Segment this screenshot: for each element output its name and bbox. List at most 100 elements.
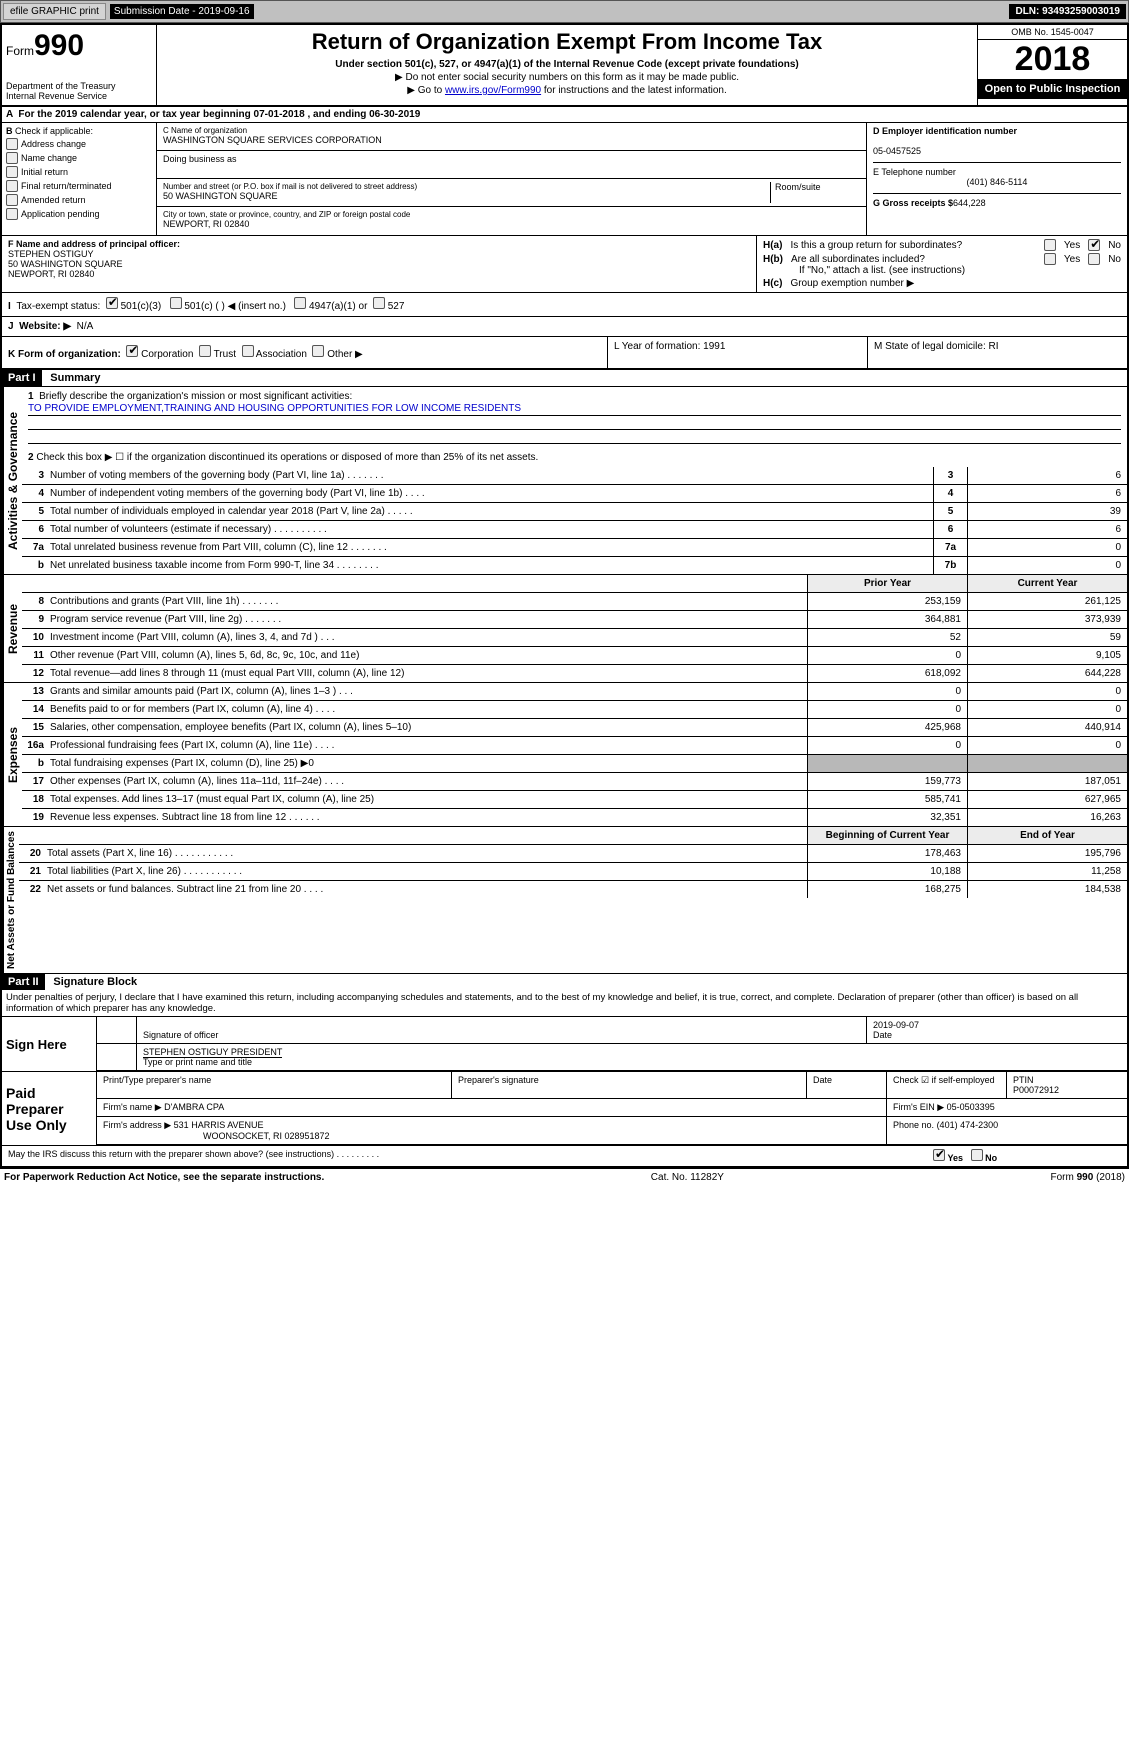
irs-link[interactable]: www.irs.gov/Form990 — [445, 85, 541, 96]
date-label: Date — [873, 1030, 892, 1040]
state-domicile: M State of legal domicile: RI — [867, 337, 1127, 368]
efile-label[interactable]: efile GRAPHIC print — [3, 3, 106, 20]
gov-line: 3Number of voting members of the governi… — [22, 467, 1127, 485]
cb-amended[interactable]: Amended return — [6, 194, 152, 206]
527-checkbox[interactable] — [373, 297, 385, 309]
cb-name-change[interactable]: Name change — [6, 152, 152, 164]
section-d: D Employer identification number 05-0457… — [867, 123, 1127, 235]
gov-line: 4Number of independent voting members of… — [22, 485, 1127, 503]
hb-note: If "No," attach a list. (see instruction… — [763, 265, 1121, 276]
cb-label: Final return/terminated — [21, 181, 112, 191]
exp-line: bTotal fundraising expenses (Part IX, co… — [22, 755, 1127, 773]
sidebar-net-assets: Net Assets or Fund Balances — [2, 827, 19, 973]
gross-label: G Gross receipts $ — [873, 198, 953, 208]
net-assets-section: Net Assets or Fund Balances Beginning of… — [2, 827, 1127, 974]
section-b: B Check if applicable: Address change Na… — [2, 123, 157, 235]
4947-checkbox[interactable] — [294, 297, 306, 309]
col-prior-year: Prior Year — [807, 575, 967, 592]
cb-label: Application pending — [21, 209, 100, 219]
open-public: Open to Public Inspection — [978, 79, 1127, 99]
cb-initial-return[interactable]: Initial return — [6, 166, 152, 178]
other-checkbox[interactable] — [312, 345, 324, 357]
form-990: Form990 Department of the Treasury Inter… — [0, 23, 1129, 1169]
form-note2: ▶ Go to www.irs.gov/Form990 for instruct… — [165, 85, 969, 96]
form-number: 990 — [34, 29, 84, 62]
discuss-yes-checkbox[interactable] — [933, 1149, 945, 1161]
phone-label: E Telephone number — [873, 167, 956, 177]
net-header-row: Beginning of Current Year End of Year — [19, 827, 1127, 845]
cb-address-change[interactable]: Address change — [6, 138, 152, 150]
ein-label: D Employer identification number — [873, 126, 1017, 136]
no-label: No — [1108, 254, 1121, 265]
ein-value: 05-0457525 — [873, 146, 921, 156]
part1-title: Summary — [44, 370, 106, 386]
hb-no-checkbox[interactable] — [1088, 253, 1100, 265]
part1-tag: Part I — [2, 370, 42, 386]
opt-501c3: 501(c)(3) — [121, 301, 162, 312]
corp-checkbox[interactable] — [126, 345, 138, 357]
city-label: City or town, state or province, country… — [163, 210, 860, 219]
omb-number: OMB No. 1545-0047 — [978, 25, 1127, 40]
trust-checkbox[interactable] — [199, 345, 211, 357]
net-line: 22Net assets or fund balances. Subtract … — [19, 881, 1127, 898]
footer-right: Form 990 (2018) — [1051, 1172, 1125, 1183]
assoc-checkbox[interactable] — [242, 345, 254, 357]
exp-line: 18Total expenses. Add lines 13–17 (must … — [22, 791, 1127, 809]
ha-no-checkbox[interactable] — [1088, 239, 1100, 251]
prep-date-label: Date — [807, 1072, 887, 1098]
501c-checkbox[interactable] — [170, 297, 182, 309]
gov-line: 6Total number of volunteers (estimate if… — [22, 521, 1127, 539]
governance-section: Activities & Governance 1 Briefly descri… — [2, 387, 1127, 575]
firm-addr1: 531 HARRIS AVENUE — [174, 1120, 264, 1130]
footer-left: For Paperwork Reduction Act Notice, see … — [4, 1172, 324, 1183]
mission-text: TO PROVIDE EMPLOYMENT,TRAINING AND HOUSI… — [28, 402, 1121, 416]
perjury-declaration: Under penalties of perjury, I declare th… — [2, 990, 1127, 1016]
opt-assoc: Association — [256, 349, 307, 360]
opt-527: 527 — [388, 301, 405, 312]
net-line: 20Total assets (Part X, line 16) . . . .… — [19, 845, 1127, 863]
street-value: 50 WASHINGTON SQUARE — [163, 191, 770, 201]
calendar-year-text: For the 2019 calendar year, or tax year … — [18, 109, 420, 120]
opt-other: Other ▶ — [327, 349, 362, 360]
col-beginning: Beginning of Current Year — [807, 827, 967, 844]
discuss-no: No — [985, 1153, 997, 1163]
hb-text: Are all subordinates included? — [791, 254, 1036, 265]
footer-mid: Cat. No. 11282Y — [651, 1172, 724, 1183]
exp-line: 19Revenue less expenses. Subtract line 1… — [22, 809, 1127, 826]
cb-pending[interactable]: Application pending — [6, 208, 152, 220]
section-f: F Name and address of principal officer:… — [2, 236, 757, 292]
line1-label: Briefly describe the organization's miss… — [39, 391, 352, 402]
cb-final-return[interactable]: Final return/terminated — [6, 180, 152, 192]
no-label: No — [1108, 240, 1121, 251]
sign-here-label: Sign Here — [2, 1017, 97, 1071]
firm-addr-label: Firm's address ▶ — [103, 1120, 171, 1130]
section-c: C Name of organization WASHINGTON SQUARE… — [157, 123, 867, 235]
dba-label: Doing business as — [163, 154, 860, 164]
ptin-value: P00072912 — [1013, 1085, 1059, 1095]
note2-pre: ▶ Go to — [407, 85, 445, 96]
header-mid: Return of Organization Exempt From Incom… — [157, 25, 977, 105]
paid-preparer-row: Paid Preparer Use Only Print/Type prepar… — [2, 1071, 1127, 1145]
rev-line: 10Investment income (Part VIII, column (… — [22, 629, 1127, 647]
dln-label: DLN: 93493259003019 — [1009, 4, 1126, 19]
firm-ein: 05-0503395 — [947, 1102, 995, 1112]
gov-line: 7aTotal unrelated business revenue from … — [22, 539, 1127, 557]
tax-year: 2018 — [978, 40, 1127, 79]
cb-label: Initial return — [21, 167, 68, 177]
expenses-section: Expenses 13Grants and similar amounts pa… — [2, 683, 1127, 827]
discuss-no-checkbox[interactable] — [971, 1149, 983, 1161]
sidebar-revenue: Revenue — [2, 575, 22, 682]
rev-line: 9Program service revenue (Part VIII, lin… — [22, 611, 1127, 629]
officer-name: STEPHEN OSTIGUY — [8, 249, 94, 259]
discuss-row: May the IRS discuss this return with the… — [2, 1145, 1127, 1167]
sign-here-row: Sign Here Signature of officer 2019-09-0… — [2, 1016, 1127, 1071]
website-label: Website: ▶ — [19, 321, 71, 332]
yes-label: Yes — [1064, 254, 1080, 265]
ha-yes-checkbox[interactable] — [1044, 239, 1056, 251]
net-line: 21Total liabilities (Part X, line 26) . … — [19, 863, 1127, 881]
hb-yes-checkbox[interactable] — [1044, 253, 1056, 265]
section-bcd: B Check if applicable: Address change Na… — [2, 123, 1127, 236]
501c3-checkbox[interactable] — [106, 297, 118, 309]
prep-name-label: Print/Type preparer's name — [97, 1072, 452, 1098]
dept-label: Department of the Treasury Internal Reve… — [6, 81, 152, 101]
